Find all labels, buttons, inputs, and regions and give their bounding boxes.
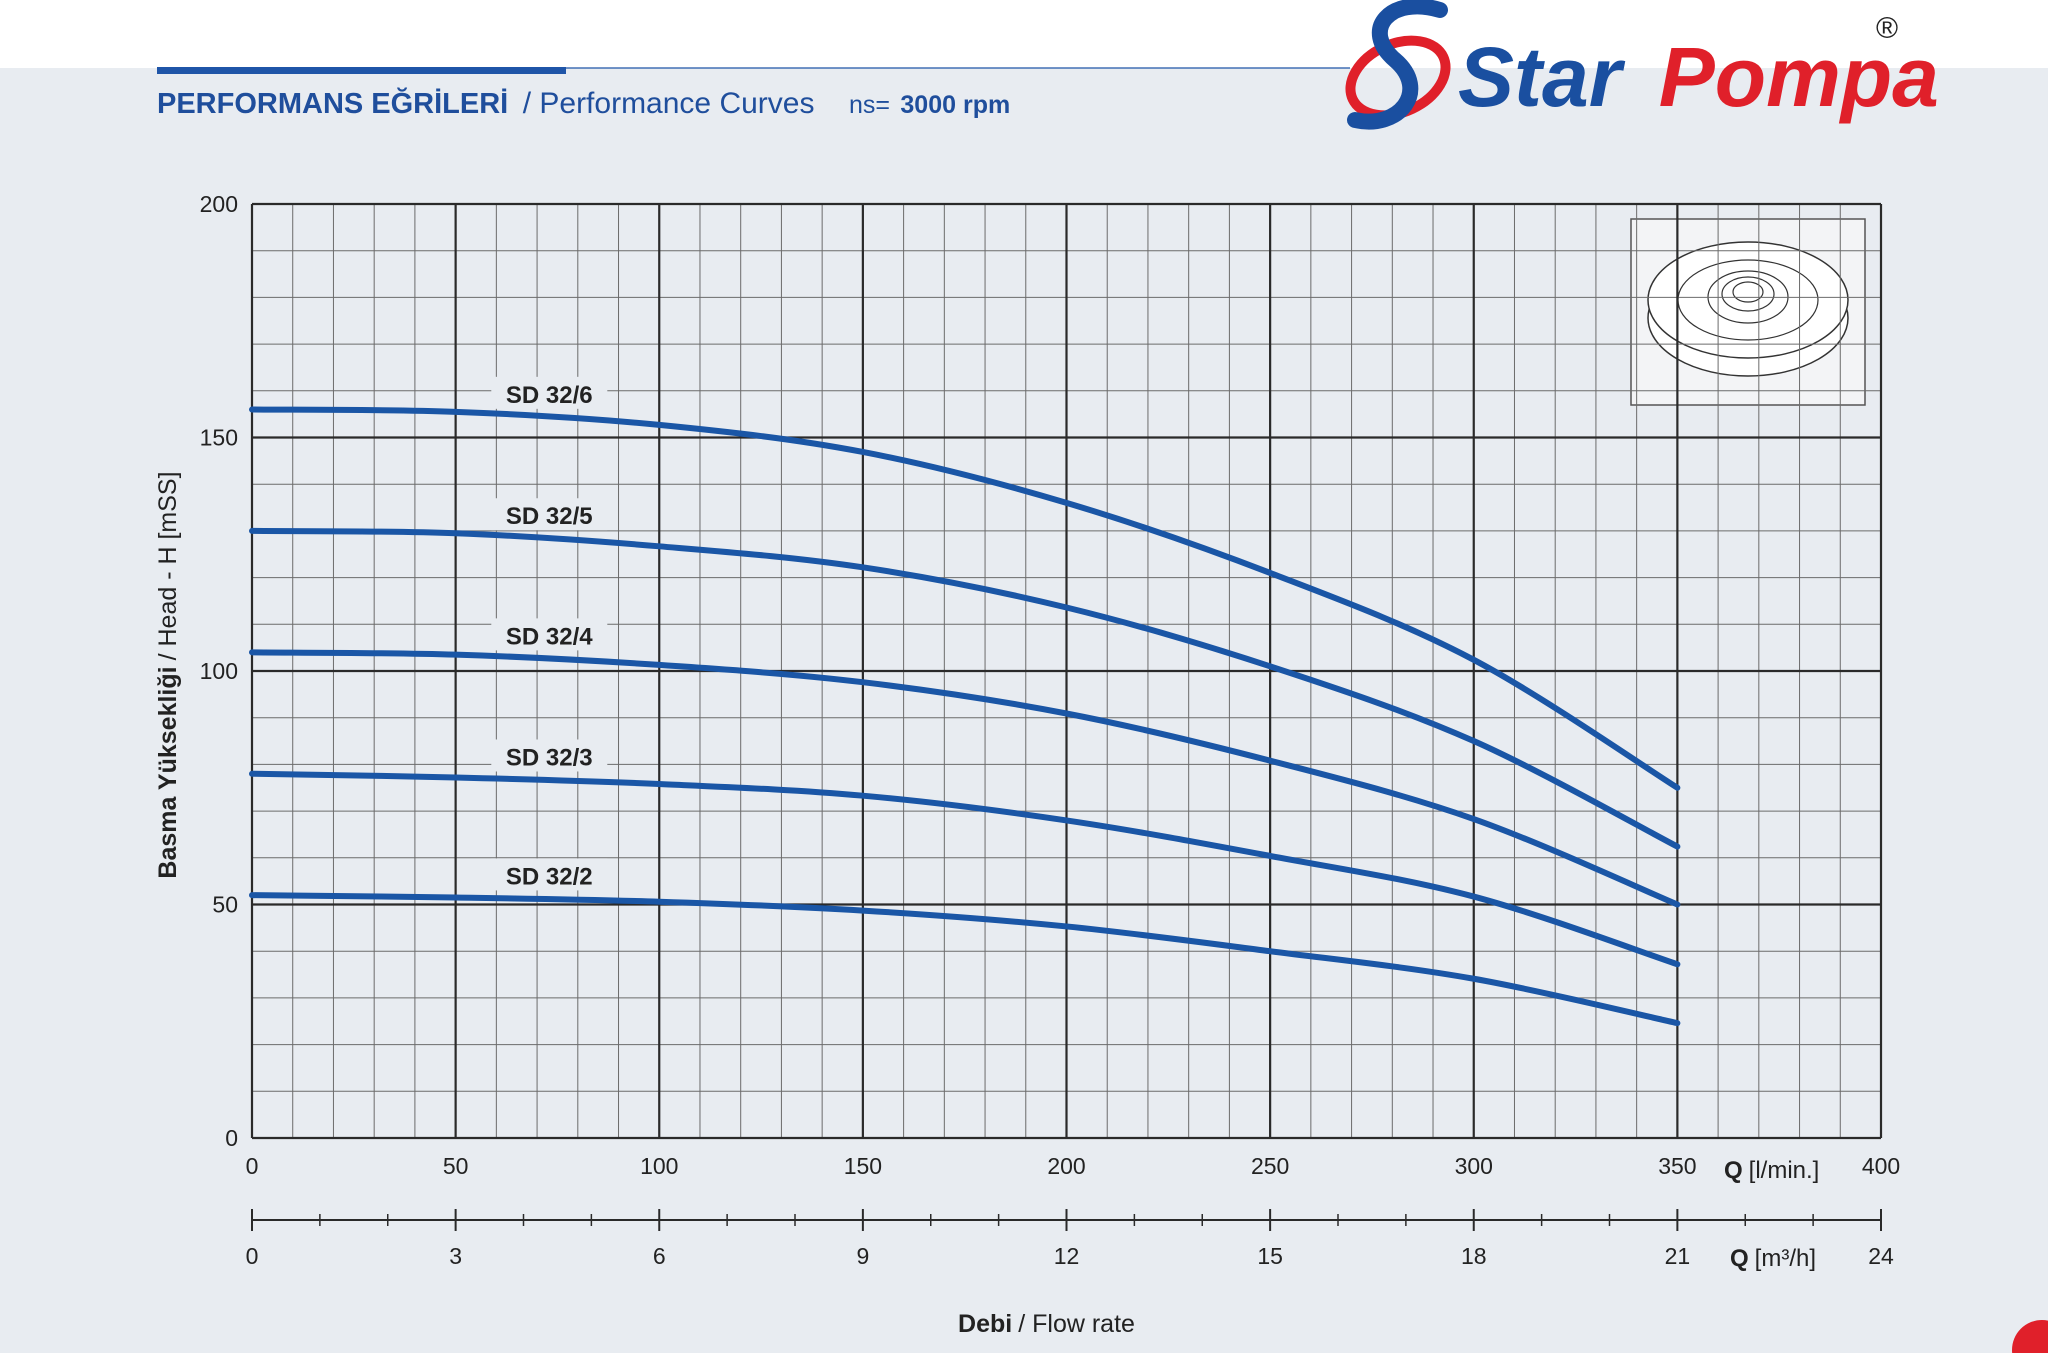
x2-tick-label: 24 <box>1868 1243 1894 1269</box>
logo: Star Pompa <box>1458 30 1939 124</box>
header-title: PERFORMANS EĞRİLERİ <box>157 86 508 120</box>
series-label: SD 32/5 <box>506 503 593 530</box>
x-tick-label: 400 <box>1862 1153 1900 1179</box>
x2-tick-label: 21 <box>1665 1243 1691 1269</box>
y-axis-title-strong: Basma Yüksekliği <box>154 666 182 878</box>
curve <box>249 649 1681 908</box>
x2-tick-label: 0 <box>246 1243 259 1269</box>
impeller-inset <box>1630 218 1866 406</box>
curve <box>249 892 1681 1027</box>
x-tick-label: 100 <box>640 1153 678 1179</box>
logo-s <box>1347 0 1448 130</box>
corner-badge <box>2012 1320 2048 1353</box>
series-label: SD 32/4 <box>506 623 593 650</box>
axis-unit-text: [l/min.] <box>1749 1157 1820 1184</box>
series-label: SD 32/2 <box>506 863 593 890</box>
y-axis-title: Basma Yüksekliği / Head - H [mSS] <box>154 471 182 878</box>
curve <box>249 406 1681 791</box>
x2-tick-label: 9 <box>856 1243 869 1269</box>
impeller-eye <box>1721 276 1775 312</box>
curve <box>249 770 1681 968</box>
x2-tick-label: 6 <box>653 1243 666 1269</box>
series-label-bg <box>491 498 608 531</box>
top-band <box>0 0 2048 68</box>
x-tick-label: 150 <box>844 1153 882 1179</box>
y-tick-label: 0 <box>225 1125 238 1151</box>
x-axis-title: Debi / Flow rate <box>958 1310 1135 1338</box>
x-tick-label: 0 <box>246 1153 259 1179</box>
y-axis-title-text: / Head - H [mSS] <box>154 471 182 660</box>
axis-unit-text: [m³/h] <box>1755 1245 1816 1272</box>
axis-unit-symbol: Q <box>1724 1157 1743 1184</box>
y-tick-label: 100 <box>200 658 238 684</box>
logo-word: Star <box>1458 30 1626 124</box>
x-tick-label: 350 <box>1658 1153 1696 1179</box>
series-label-bg <box>491 858 608 891</box>
series-label: SD 32/3 <box>506 744 593 771</box>
axis-unit: Q [m³/h] <box>1730 1245 1816 1272</box>
x2-tick-label: 12 <box>1054 1243 1080 1269</box>
x2-tick-label: 15 <box>1257 1243 1283 1269</box>
x-tick-label: 50 <box>443 1153 469 1179</box>
y-tick-label: 200 <box>200 191 238 217</box>
curve <box>249 527 1681 850</box>
logo-word: Pompa <box>1659 30 1939 124</box>
logo-registered: ® <box>1876 12 1898 45</box>
series-label-bg <box>491 618 608 651</box>
header-bar <box>157 67 566 74</box>
x-tick-label: 250 <box>1251 1153 1289 1179</box>
x-axis-title-text: / Flow rate <box>1018 1310 1135 1338</box>
y-tick-label: 150 <box>200 425 238 451</box>
x-tick-label: 300 <box>1455 1153 1493 1179</box>
x2-tick-label: 3 <box>449 1243 462 1269</box>
axis-unit-symbol: Q <box>1730 1245 1749 1272</box>
logo-mark <box>1345 0 1451 130</box>
header: PERFORMANS EĞRİLERİ / Performance Curves… <box>157 86 1010 120</box>
series-label-bg <box>491 376 608 409</box>
y-tick-label: 50 <box>212 892 238 918</box>
impeller-hub <box>1732 281 1764 303</box>
header-subtitle: / Performance Curves <box>523 87 815 120</box>
x2-tick-label: 18 <box>1461 1243 1487 1269</box>
speed-label: ns= <box>849 91 890 119</box>
series-label: SD 32/6 <box>506 382 593 409</box>
axis-unit: Q [l/min.] <box>1724 1157 1819 1184</box>
x-axis-title-strong: Debi <box>958 1310 1012 1338</box>
impeller-disk <box>1647 241 1849 359</box>
series-label-bg <box>491 739 608 772</box>
x-tick-label: 200 <box>1047 1153 1085 1179</box>
speed: 3000 rpm <box>900 91 1010 119</box>
